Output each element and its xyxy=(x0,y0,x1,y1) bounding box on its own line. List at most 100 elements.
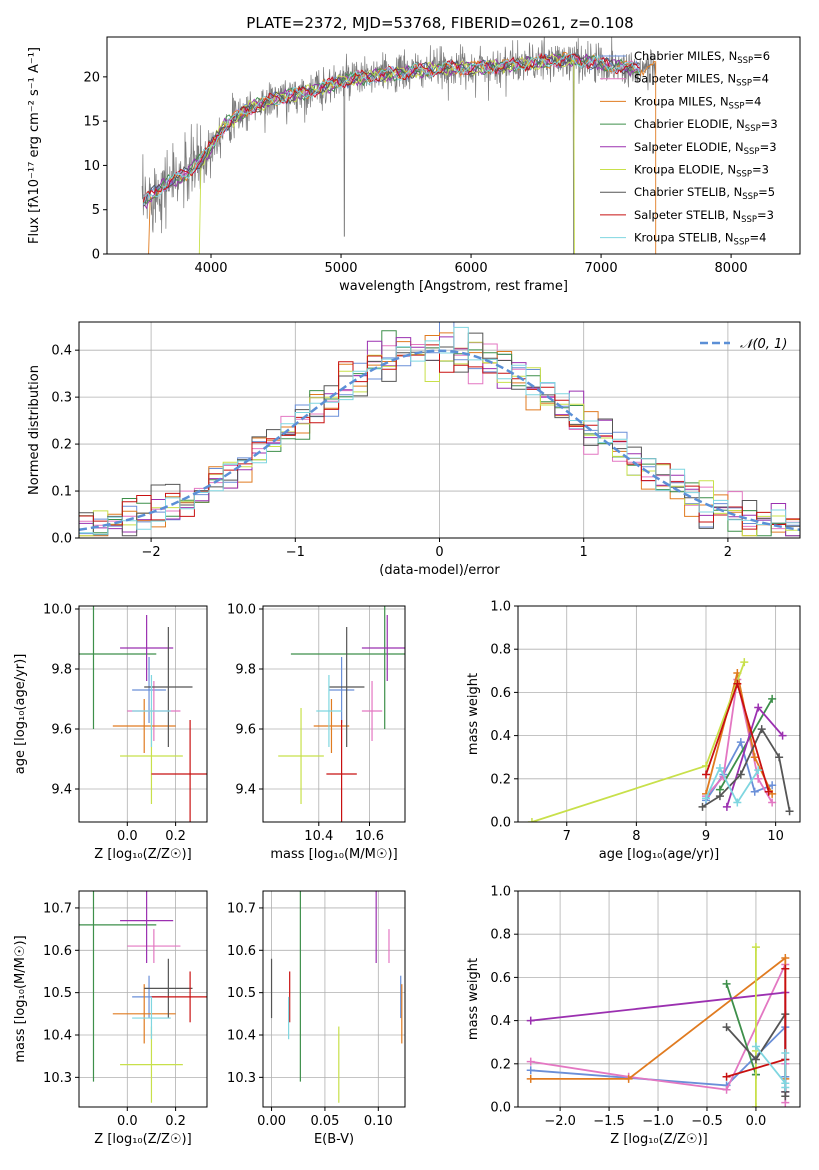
data-point-errorbar xyxy=(144,958,193,1019)
data-point-errorbar xyxy=(151,720,207,822)
data-point-errorbar xyxy=(127,929,181,963)
y-tick-label: 9.4 xyxy=(51,783,72,798)
weight-point-marker xyxy=(740,658,749,667)
y-tick-label: 0.8 xyxy=(490,928,511,943)
data-point-errorbar xyxy=(328,657,355,723)
weight_vs_age-series xyxy=(527,658,794,822)
weight-point-marker xyxy=(754,774,763,783)
mass_vs_Z-frame xyxy=(78,890,208,1108)
y-tick-label: 0.6 xyxy=(490,686,511,701)
weight_vs_Z-series xyxy=(526,943,790,1107)
y-tick-label: 0.8 xyxy=(490,643,511,658)
legend-entry: Kroupa MILES, NSSP=4 xyxy=(634,94,761,111)
y-tick-label: 1.0 xyxy=(490,885,511,900)
legend-entry: Kroupa STELIB, NSSP=4 xyxy=(634,231,766,248)
age_vs_Z-axes: 0.0 0.2 9.4 9.6 9.8 10.0 Z [log₁₀(Z/Z☉)] age [l… xyxy=(13,603,207,862)
weight-point-marker xyxy=(750,753,759,762)
weight-point-marker xyxy=(702,794,710,803)
data-point-errorbar xyxy=(328,627,365,747)
weight-point-marker xyxy=(733,679,742,688)
y-tick-label: 0.0 xyxy=(490,1101,511,1116)
y-tick-label: 10 xyxy=(83,159,100,174)
weight-point-marker xyxy=(526,1066,535,1075)
x-tick-label: 0.2 xyxy=(165,829,186,844)
weight-point-marker xyxy=(702,770,710,779)
data-point-errorbar xyxy=(132,657,166,723)
x-tick-label: 0.00 xyxy=(257,1114,286,1129)
y-tick-label: 10.5 xyxy=(227,986,256,1001)
data-point-errorbar xyxy=(278,708,324,804)
weight-point-marker xyxy=(751,943,760,952)
data-point-errorbar xyxy=(79,606,157,729)
spectrum-lines xyxy=(141,37,657,254)
x-tick-label: 9 xyxy=(702,829,710,844)
y-tick-label: 9.8 xyxy=(51,663,72,678)
weight-point-marker xyxy=(526,1016,535,1025)
mass_vs_ebv-frame xyxy=(262,890,406,1108)
weight-point-marker xyxy=(750,787,759,796)
weight-point-marker xyxy=(715,792,724,801)
x-tick-label: 7 xyxy=(563,829,571,844)
x-tick-label: 0.0 xyxy=(117,829,138,844)
y-tick-label: 15 xyxy=(83,115,100,130)
x-tick-label: −0.5 xyxy=(691,1114,723,1129)
data-point-errorbar xyxy=(132,996,171,1040)
y-tick-label: 0.2 xyxy=(490,772,511,787)
x-tick-label: −2.0 xyxy=(544,1114,576,1129)
data-point-errorbar xyxy=(79,891,157,1082)
x-axis-label: mass [log₁₀(M/M☉)] xyxy=(270,847,397,862)
residuals-frame xyxy=(78,321,801,539)
x-tick-label: 8000 xyxy=(715,261,748,276)
y-tick-label: 10.0 xyxy=(227,603,256,618)
y-tick-label: 0.2 xyxy=(490,1057,511,1072)
weight-point-marker xyxy=(736,738,745,747)
y-tick-label: 0 xyxy=(92,248,100,263)
observed-spectrum xyxy=(141,37,656,254)
x-tick-label: 0.10 xyxy=(364,1114,393,1129)
y-tick-label: 0.4 xyxy=(490,729,511,744)
x-tick-label: −1 xyxy=(286,545,305,560)
y-tick-label: 9.6 xyxy=(235,723,256,738)
data-point-errorbar xyxy=(144,627,193,747)
x-tick-label: 0 xyxy=(435,545,443,560)
weight-point-marker xyxy=(781,1049,790,1057)
mass_vs_Z-points xyxy=(79,891,207,1103)
y-tick-label: 0.3 xyxy=(51,391,72,406)
weight-point-marker xyxy=(754,766,763,775)
x-tick-label: 0.05 xyxy=(310,1114,339,1129)
weight-point-marker xyxy=(722,1085,731,1094)
y-axis-label: Normed distribution xyxy=(27,365,42,495)
x-tick-label: 10 xyxy=(767,829,784,844)
y-tick-label: 10.4 xyxy=(227,1029,256,1044)
weight-point-marker xyxy=(751,1042,760,1051)
model-spectrum xyxy=(148,51,657,254)
y-tick-label: 20 xyxy=(83,70,100,85)
weight-point-marker xyxy=(526,1074,535,1083)
spectrum-frame xyxy=(106,36,801,255)
y-tick-label: 0.1 xyxy=(51,485,72,500)
x-tick-label: 8 xyxy=(632,829,640,844)
data-point-errorbar xyxy=(132,675,171,747)
x-axis-label: Z [log₁₀(Z/Z☉)] xyxy=(94,847,191,862)
x-tick-label: 2 xyxy=(724,545,732,560)
x-axis-label: age [log₁₀(age/yr)] xyxy=(599,847,720,862)
y-tick-label: 10.6 xyxy=(43,944,72,959)
weight-point-marker xyxy=(722,1023,731,1032)
y-axis-label: mass [log₁₀(M/M☉)] xyxy=(13,935,28,1062)
weight-point-marker xyxy=(785,807,794,816)
y-tick-label: 0.0 xyxy=(490,816,511,831)
weight-point-marker xyxy=(781,1092,790,1101)
x-tick-label: 0.0 xyxy=(746,1114,767,1129)
data-point-errorbar xyxy=(290,606,405,729)
y-axis-label: Flux [fλ10⁻¹⁷ erg cm⁻² s⁻¹ A⁻¹] xyxy=(27,47,42,244)
mass_vs_ebv-points xyxy=(270,891,403,1103)
weight-point-marker xyxy=(778,731,787,740)
weight-point-marker xyxy=(768,798,777,807)
mass_vs_ebv-axes: 0.00 0.05 0.10 10.3 10.4 10.5 10.6 10.7 E(B-V) xyxy=(227,891,405,1147)
y-axis-label: age [log₁₀(age/yr)] xyxy=(13,654,28,775)
y-tick-label: 0.4 xyxy=(490,1014,511,1029)
age_vs_Z-points xyxy=(79,606,207,822)
age_vs_mass-axes: 10.4 10.6 9.4 9.6 9.8 10.0 mass [log₁₀(M/M☉)] xyxy=(227,603,405,862)
weight-point-marker xyxy=(781,953,790,962)
